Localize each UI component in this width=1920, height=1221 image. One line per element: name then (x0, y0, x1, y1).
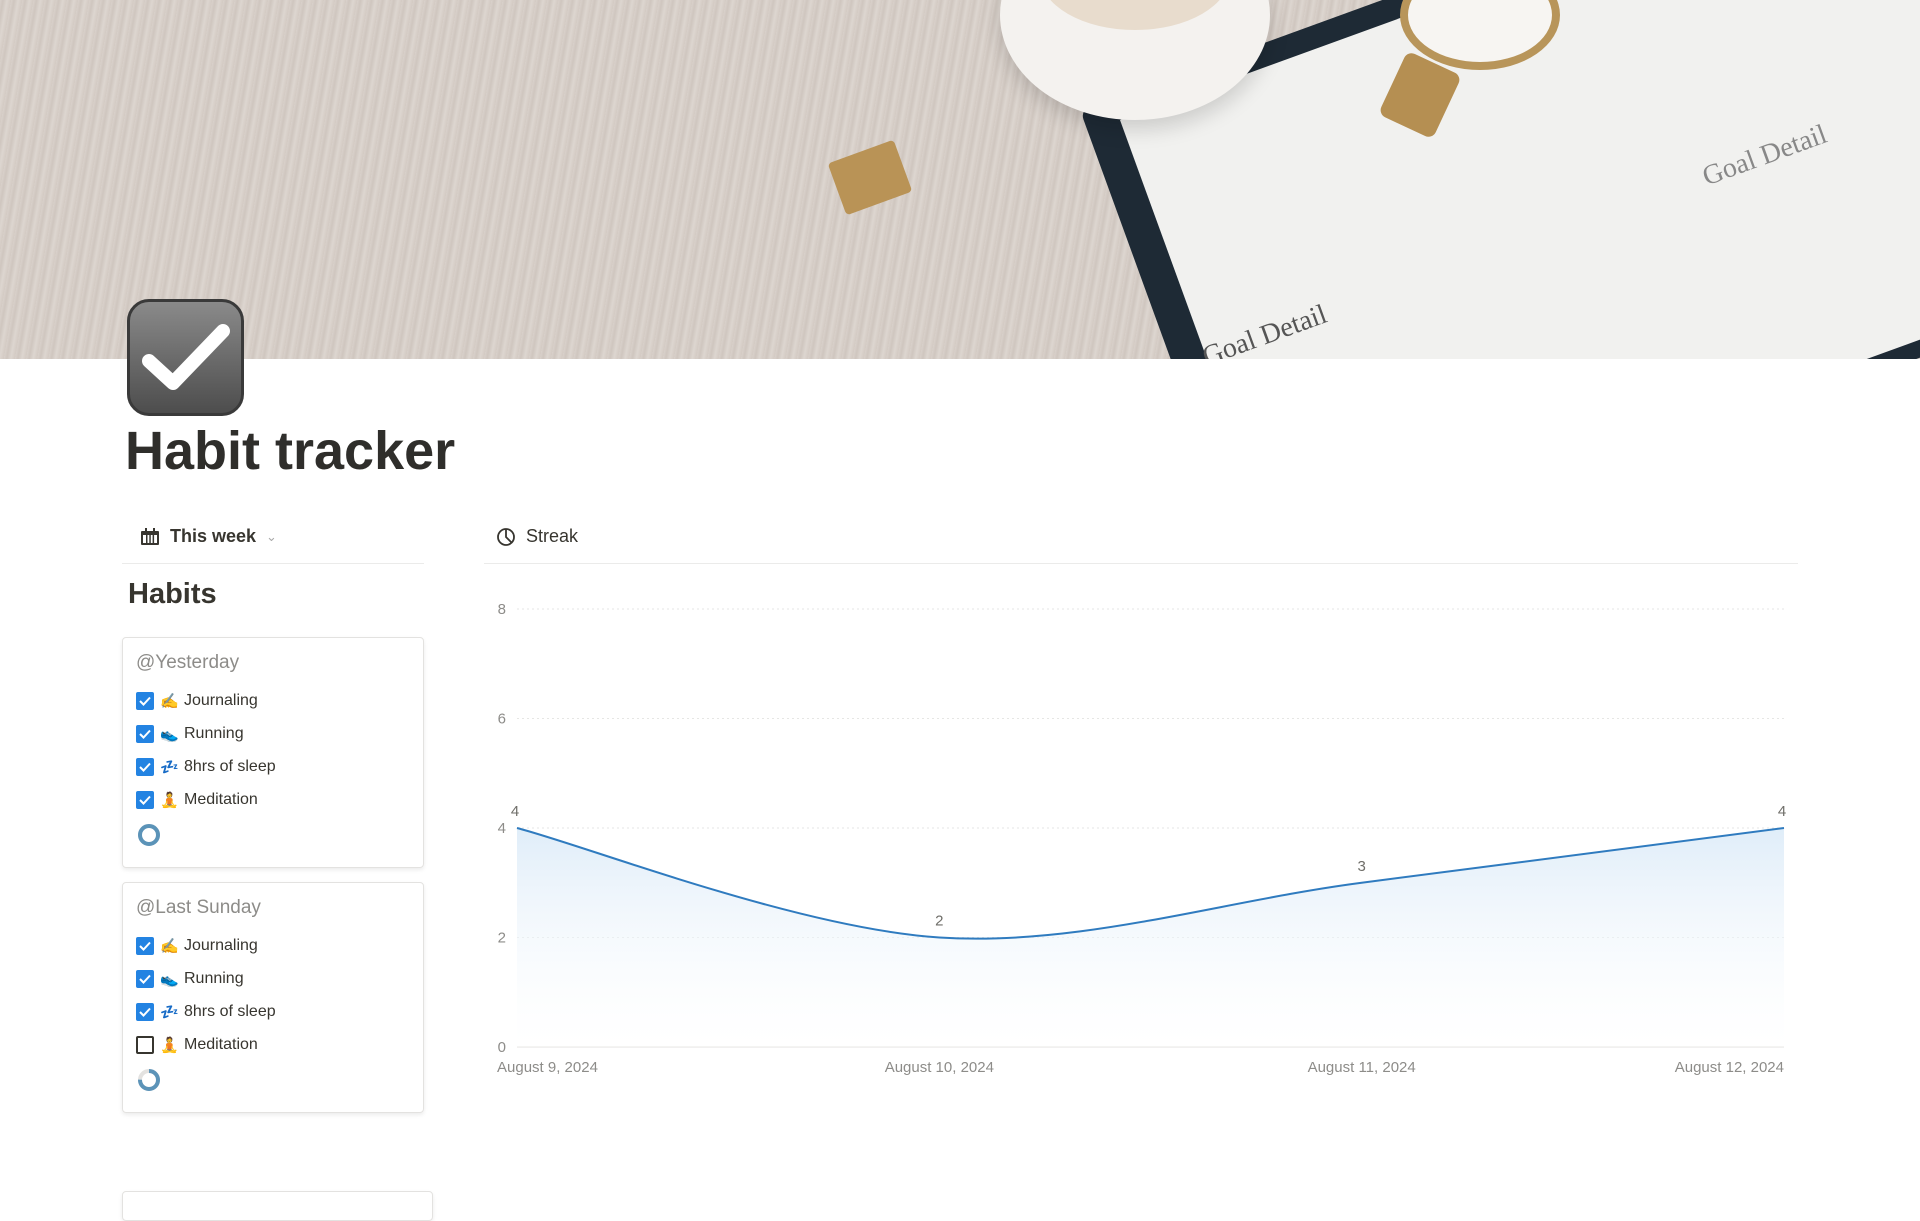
habit-item: 👟 Running (136, 962, 410, 995)
habit-label: Journaling (184, 691, 258, 709)
habit-label: Meditation (184, 790, 258, 808)
calendar-icon (141, 527, 159, 545)
section-heading: Habits (128, 578, 217, 610)
habit-label: 8hrs of sleep (184, 757, 276, 775)
habit-card[interactable]: @Yesterday ✍️ Journaling 👟 Running 💤 8hr… (122, 637, 424, 868)
view-tab-label: Streak (526, 526, 579, 546)
data-label: 4 (511, 803, 519, 820)
data-label: 2 (935, 913, 943, 930)
checkmark-icon[interactable] (127, 299, 244, 416)
view-tab-label: This week (170, 526, 257, 546)
habit-emoji-icon: 🧘 (160, 1036, 179, 1054)
chevron-down-icon[interactable]: ⌄ (266, 528, 277, 544)
habit-checkbox[interactable] (136, 790, 154, 809)
habit-item: 💤 8hrs of sleep (136, 995, 410, 1028)
habit-emoji-icon: 🧘 (160, 791, 179, 809)
habit-checkbox[interactable] (136, 1035, 154, 1054)
habit-label: Journaling (184, 936, 258, 954)
progress-ring (136, 822, 410, 853)
habit-label: 8hrs of sleep (184, 1002, 276, 1020)
x-tick-label: August 11, 2024 (1308, 1059, 1416, 1076)
habit-card[interactable]: @Last Sunday ✍️ Journaling 👟 Running 💤 8… (122, 882, 424, 1113)
y-tick-label: 4 (498, 820, 506, 837)
progress-ring (136, 1067, 410, 1098)
y-tick-label: 2 (498, 930, 506, 947)
divider (122, 563, 424, 564)
habit-checkbox[interactable] (136, 691, 154, 710)
chart-icon (497, 527, 515, 546)
y-tick-label: 6 (498, 711, 506, 728)
card-date: @Last Sunday (136, 897, 261, 918)
habit-emoji-icon: ✍️ (160, 692, 179, 710)
series-line (516, 827, 1785, 940)
habit-emoji-icon: 👟 (160, 970, 179, 988)
habit-emoji-icon: 💤 (160, 1003, 179, 1021)
habit-checkbox[interactable] (136, 757, 154, 776)
view-tab-streak[interactable]: Streak (496, 526, 578, 547)
page-title: Habit tracker (125, 421, 456, 481)
habit-label: Meditation (184, 1035, 258, 1053)
habit-item: 💤 8hrs of sleep (136, 750, 410, 783)
y-tick-label: 0 (498, 1039, 506, 1056)
habit-item: 👟 Running (136, 717, 410, 750)
habit-checkbox[interactable] (136, 936, 154, 955)
habit-emoji-icon: 💤 (160, 758, 179, 776)
habit-emoji-icon: 👟 (160, 725, 179, 743)
habit-emoji-icon: ✍️ (160, 937, 179, 955)
habit-item: ✍️ Journaling (136, 684, 410, 717)
habit-checkbox[interactable] (136, 724, 154, 743)
habit-label: Running (184, 724, 244, 742)
x-tick-label: August 12, 2024 (1675, 1059, 1784, 1076)
view-tab-this-week[interactable]: This week ⌄ (140, 526, 277, 547)
habit-label: Running (184, 969, 244, 987)
divider (484, 563, 1798, 564)
habit-item: 🧘 Meditation (136, 1028, 410, 1061)
x-tick-label: August 10, 2024 (885, 1059, 994, 1076)
habit-item: ✍️ Journaling (136, 929, 410, 962)
habit-checkbox[interactable] (136, 1002, 154, 1021)
x-tick-label: August 9, 2024 (497, 1059, 598, 1076)
data-label: 3 (1357, 858, 1365, 875)
y-tick-label: 8 (498, 601, 506, 618)
card-date: @Yesterday (136, 652, 240, 673)
cover-image: Goal Detail Goal Detail (0, 0, 1920, 359)
habit-checkbox[interactable] (136, 969, 154, 988)
area-fill (517, 828, 1784, 1047)
data-label: 4 (1778, 803, 1786, 820)
habit-item: 🧘 Meditation (136, 783, 410, 816)
